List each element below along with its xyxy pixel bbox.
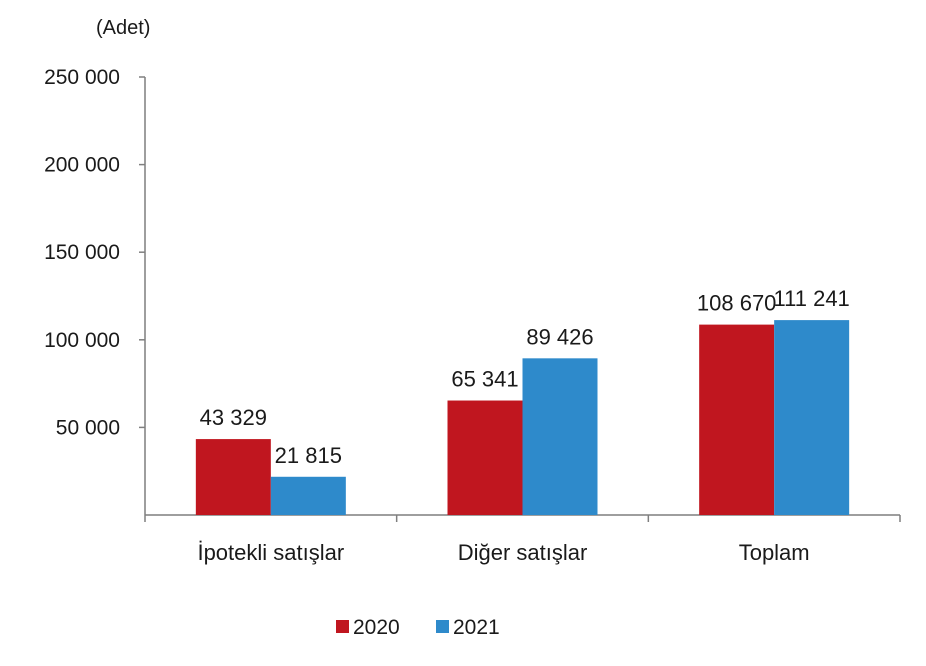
axes: 50 000 100 000 150 000 200 000 250 000 İpotek… — [44, 66, 901, 565]
data-label: 108 670 — [697, 291, 777, 316]
bar-2020-1 — [195, 439, 271, 515]
data-label: 65 341 — [451, 367, 518, 392]
legend: 2020 2021 — [336, 616, 500, 639]
y-tick-label: 150 000 — [44, 241, 120, 264]
data-label: 21 815 — [275, 443, 342, 468]
y-tick-label: 100 000 — [44, 329, 120, 352]
legend-label: 2020 — [353, 616, 400, 639]
data-label: 43 329 — [200, 405, 267, 430]
legend-swatch-2021 — [436, 620, 449, 633]
data-label: 89 426 — [526, 324, 593, 349]
x-category-label: Diğer satışlar — [458, 540, 588, 565]
legend-label: 2021 — [453, 616, 500, 639]
x-category-label: İpotekli satışlar — [197, 540, 344, 565]
data-label: 111 241 — [774, 286, 850, 311]
bar-2020-3 — [699, 324, 775, 515]
y-tick-label: 250 000 — [44, 66, 120, 89]
y-tick-label: 200 000 — [44, 154, 120, 177]
x-category-label: Toplam — [739, 540, 810, 565]
legend-swatch-2020 — [336, 620, 349, 633]
y-tick-label: 50 000 — [56, 416, 120, 439]
bar-2020-2 — [447, 400, 523, 515]
bar-2021-3 — [774, 320, 850, 515]
unit-label: (Adet) — [96, 17, 150, 39]
bar-2021-2 — [522, 358, 598, 515]
bar-2021-1 — [270, 476, 346, 515]
